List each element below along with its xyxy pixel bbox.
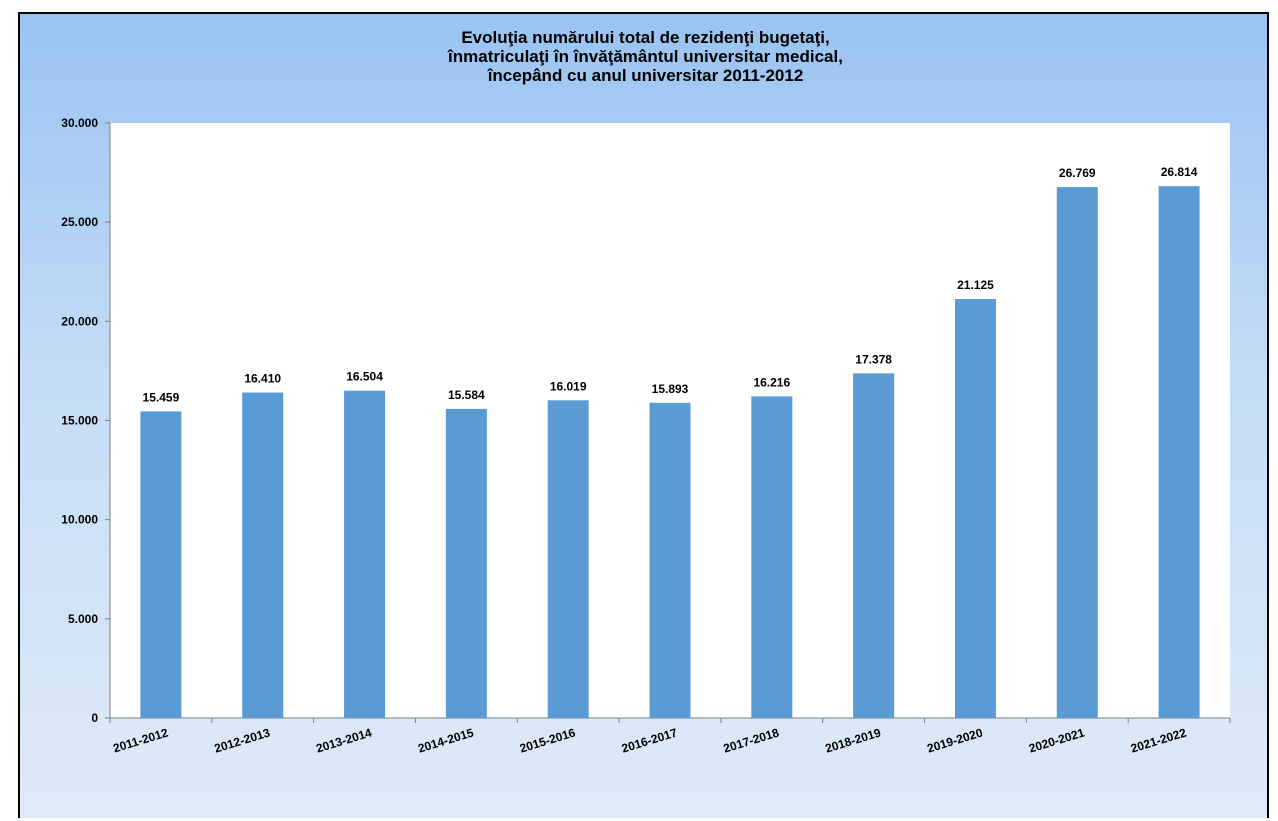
bar bbox=[344, 390, 386, 718]
y-tick-label: 30.000 bbox=[61, 116, 98, 130]
x-tick-label: 2021-2022 bbox=[1129, 725, 1188, 755]
data-label: 26.814 bbox=[1161, 165, 1198, 179]
x-tick-label: 2012-2013 bbox=[213, 725, 272, 755]
bar bbox=[1158, 186, 1200, 719]
bar bbox=[445, 408, 487, 718]
x-tick-label: 2011-2012 bbox=[111, 725, 170, 755]
x-tick-label: 2015-2016 bbox=[518, 725, 577, 755]
chart-title-line-2: înmatriculaţi în învăţământul universita… bbox=[448, 47, 843, 66]
data-label: 15.584 bbox=[448, 388, 485, 402]
bar bbox=[242, 392, 284, 718]
y-tick-label: 10.000 bbox=[61, 513, 98, 527]
bar bbox=[140, 411, 182, 718]
bar bbox=[853, 373, 895, 718]
bar bbox=[751, 396, 793, 718]
x-tick-label: 2018-2019 bbox=[824, 725, 883, 755]
data-label: 26.769 bbox=[1059, 166, 1096, 180]
bar-chart: 0 5.000 10.000 15.000 20.000 25.000 30.000 15.4… bbox=[61, 116, 1231, 756]
y-tick-label: 0 bbox=[91, 711, 98, 725]
chart-title-line-3: începând cu anul universitar 2011-2012 bbox=[487, 66, 804, 85]
bar bbox=[649, 402, 691, 718]
chart-title: Evoluţia numărului total de rezidenţi bu… bbox=[20, 28, 1271, 85]
y-tick-label: 25.000 bbox=[61, 215, 98, 229]
data-label: 17.378 bbox=[855, 352, 892, 366]
x-tick-label: 2014-2015 bbox=[416, 725, 475, 755]
chart-title-line-1: Evoluţia numărului total de rezidenţi bu… bbox=[461, 28, 830, 47]
x-tick-label: 2017-2018 bbox=[722, 725, 781, 755]
data-label: 16.504 bbox=[346, 370, 383, 384]
y-tick-label: 15.000 bbox=[61, 414, 98, 428]
x-tick-label: 2013-2014 bbox=[314, 725, 373, 755]
data-label: 15.459 bbox=[143, 390, 180, 404]
y-tick-label: 5.000 bbox=[68, 612, 98, 626]
bar bbox=[1056, 187, 1098, 719]
y-tick-label: 20.000 bbox=[61, 314, 98, 328]
x-tick-label: 2016-2017 bbox=[620, 725, 679, 755]
x-tick-label: 2019-2020 bbox=[925, 725, 984, 755]
bar bbox=[954, 299, 996, 718]
chart-panel: Evoluţia numărului total de rezidenţi bu… bbox=[18, 12, 1269, 818]
data-label: 16.216 bbox=[753, 375, 790, 389]
data-label: 16.019 bbox=[550, 379, 587, 393]
data-label: 21.125 bbox=[957, 278, 994, 292]
data-label: 16.410 bbox=[244, 372, 281, 386]
x-tick-label: 2020-2021 bbox=[1027, 725, 1086, 755]
bar bbox=[547, 400, 589, 718]
data-label: 15.893 bbox=[652, 382, 689, 396]
